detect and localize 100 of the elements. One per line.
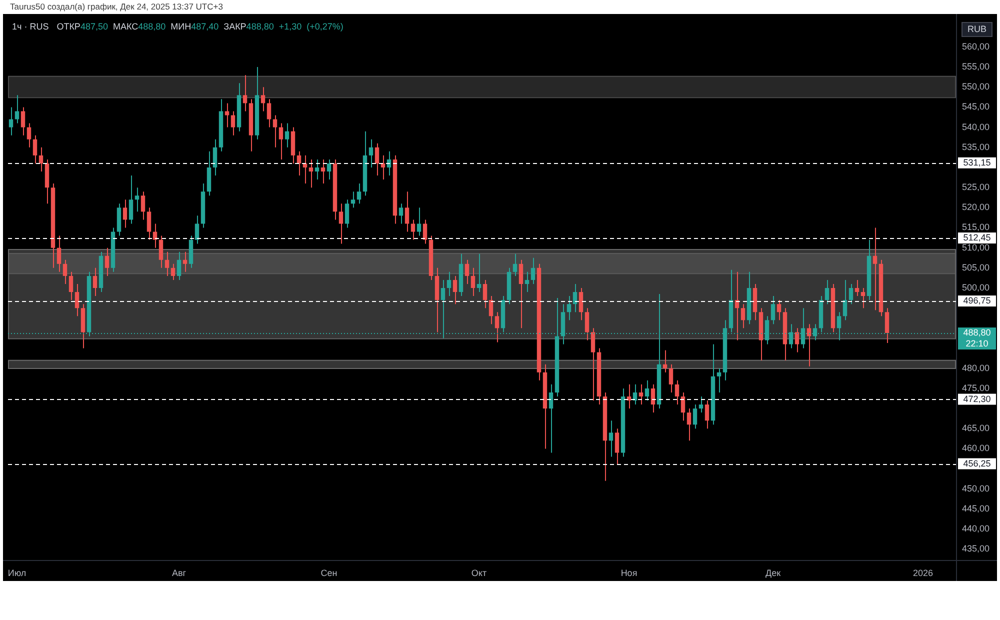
candlestick	[770, 296, 776, 325]
ref-line-label: 512,45	[963, 232, 991, 242]
candlestick	[464, 259, 470, 284]
candlestick	[674, 380, 680, 406]
ref-line-label: 472,30	[963, 394, 991, 404]
y-tick-label: 505,00	[962, 262, 990, 272]
candlestick	[572, 283, 578, 313]
candlestick	[260, 86, 266, 112]
candlestick	[680, 392, 686, 422]
candlestick	[380, 154, 386, 180]
candlestick	[296, 150, 302, 176]
candlestick	[134, 187, 140, 212]
candlestick	[584, 308, 590, 341]
candlestick	[182, 251, 188, 272]
candlestick	[806, 324, 812, 367]
candlestick	[140, 191, 146, 220]
candlestick	[398, 203, 404, 224]
y-tick-label: 510,00	[962, 242, 990, 252]
text: ОТКР487,50 МАКС488,80 МИН487,40 ЗАКР488,80 +1,30 (+0,27%)	[56, 21, 344, 32]
candlestick	[14, 94, 20, 124]
candlestick	[578, 288, 584, 321]
candlestick	[284, 122, 290, 148]
x-tick-label: Дек	[765, 568, 781, 578]
candlestick	[650, 384, 656, 414]
candlestick	[416, 207, 422, 236]
candlestick	[692, 404, 698, 430]
candlestick	[410, 219, 416, 240]
candlestick	[326, 158, 332, 180]
candlestick	[104, 247, 110, 276]
y-tick-label: 440,00	[962, 524, 990, 534]
x-tick-label: Сен	[320, 568, 338, 578]
candlestick	[716, 368, 722, 393]
y-tick-label: 555,00	[962, 62, 990, 72]
y-tick-label: 550,00	[962, 82, 990, 92]
y-tick-label: 475,00	[962, 382, 990, 393]
ref-line-label: 496,75	[963, 296, 991, 306]
candlestick	[320, 158, 326, 184]
y-tick-label: 515,00	[962, 222, 990, 232]
candlestick	[740, 304, 746, 329]
candlestick	[452, 275, 458, 305]
candlestick	[338, 203, 344, 244]
candlestick	[224, 102, 230, 128]
ref-line-label: 531,15	[963, 157, 991, 168]
y-tick-label: 535,00	[962, 142, 990, 152]
y-axis-title: RUB	[967, 24, 987, 34]
candlestick	[794, 328, 800, 353]
y-tick-label: 450,00	[962, 483, 990, 494]
candlestick	[230, 110, 236, 136]
text: 22:10	[966, 338, 988, 348]
candlestick	[308, 158, 314, 188]
candlestick	[68, 271, 74, 301]
candlestick	[476, 253, 482, 293]
candlestick	[638, 384, 644, 406]
candlestick	[74, 283, 80, 317]
candlestick	[56, 235, 62, 272]
candlestick	[644, 380, 650, 401]
candlestick	[842, 279, 848, 321]
x-tick-label: Июл	[8, 568, 26, 578]
candlestick	[8, 106, 14, 136]
x-tick-label: Авг	[172, 568, 187, 578]
candlestick	[158, 235, 164, 268]
candlestick	[482, 279, 488, 309]
y-tick-label: 520,00	[962, 202, 990, 212]
candlestick	[242, 74, 248, 112]
candlestick	[422, 219, 428, 244]
candlestick	[272, 114, 278, 148]
candlestick	[278, 122, 284, 160]
candlestick	[524, 271, 530, 293]
candlestick	[404, 191, 410, 232]
candlestick	[356, 183, 362, 204]
text: Taurus50 создал(а) график, Дек 24, 2025 13:37 UTC+3	[10, 1, 224, 12]
y-tick-label: 560,00	[962, 41, 990, 52]
candlestick	[368, 138, 374, 168]
candlestick	[128, 175, 134, 224]
candlestick	[92, 267, 98, 297]
candlestick	[176, 251, 182, 280]
candlestick	[512, 253, 518, 276]
candlestick	[470, 267, 476, 297]
candlestick	[170, 263, 176, 280]
x-tick-label: 2026	[912, 568, 934, 578]
y-tick-label: 445,00	[962, 503, 990, 514]
candlestick	[530, 257, 536, 284]
candlestick	[860, 288, 866, 309]
candlestick	[374, 142, 380, 176]
candlestick	[854, 279, 860, 297]
candlestick	[446, 271, 452, 297]
candlestick	[314, 158, 320, 180]
candlestick	[164, 251, 170, 276]
candlestick	[488, 296, 494, 325]
candlestick	[146, 207, 152, 240]
candlestick	[122, 199, 128, 228]
candlestick	[26, 122, 32, 148]
candlestick	[608, 420, 614, 458]
candlestick	[494, 312, 500, 343]
candlestick	[548, 384, 554, 454]
candlestick	[848, 283, 854, 305]
x-tick-label: Ноя	[620, 568, 638, 578]
candlestick	[872, 227, 878, 311]
y-tick-label: 460,00	[962, 443, 990, 454]
candlestick	[344, 199, 350, 228]
